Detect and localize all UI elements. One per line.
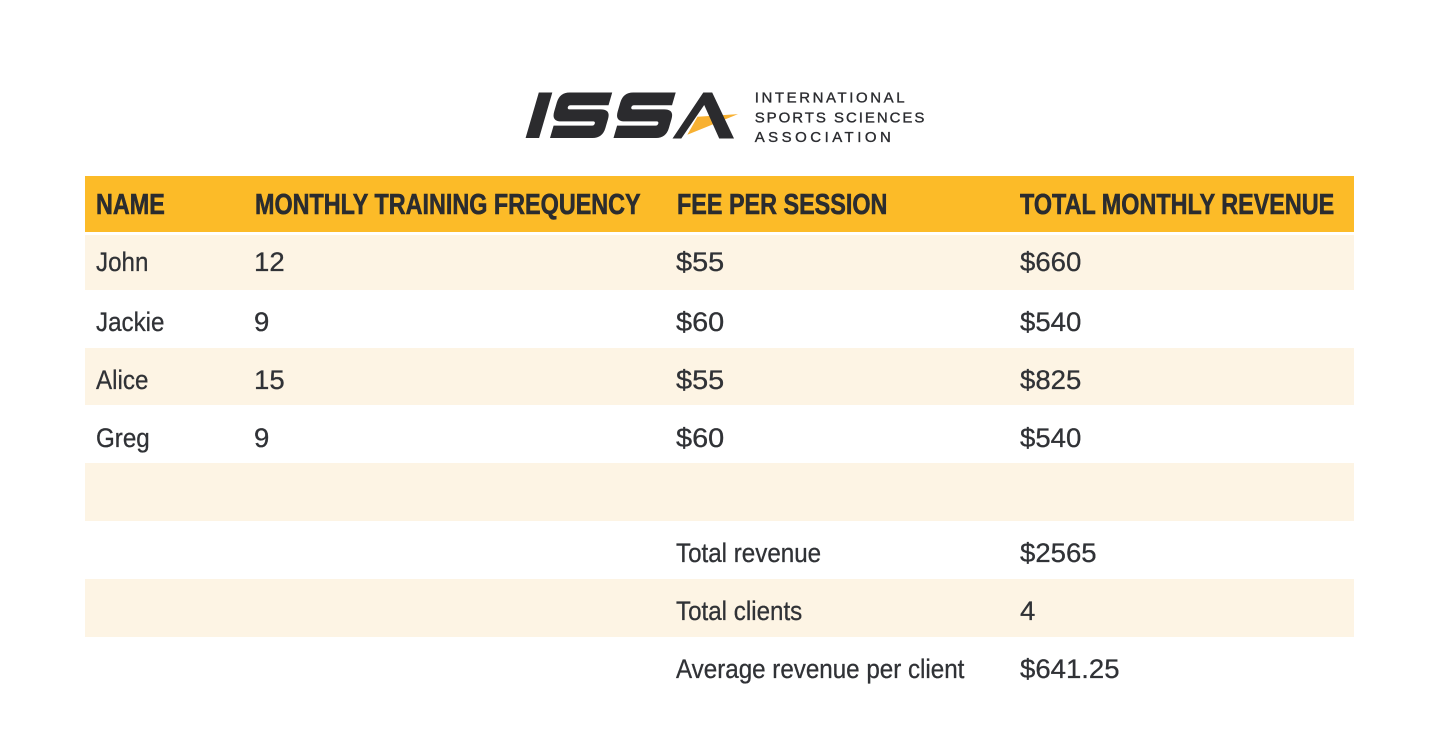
svg-text:SPORTS SCIENCES: SPORTS SCIENCES [755,109,925,126]
svg-text:ASSOCIATION: ASSOCIATION [755,129,891,146]
svg-text:INTERNATIONAL: INTERNATIONAL [755,89,905,106]
